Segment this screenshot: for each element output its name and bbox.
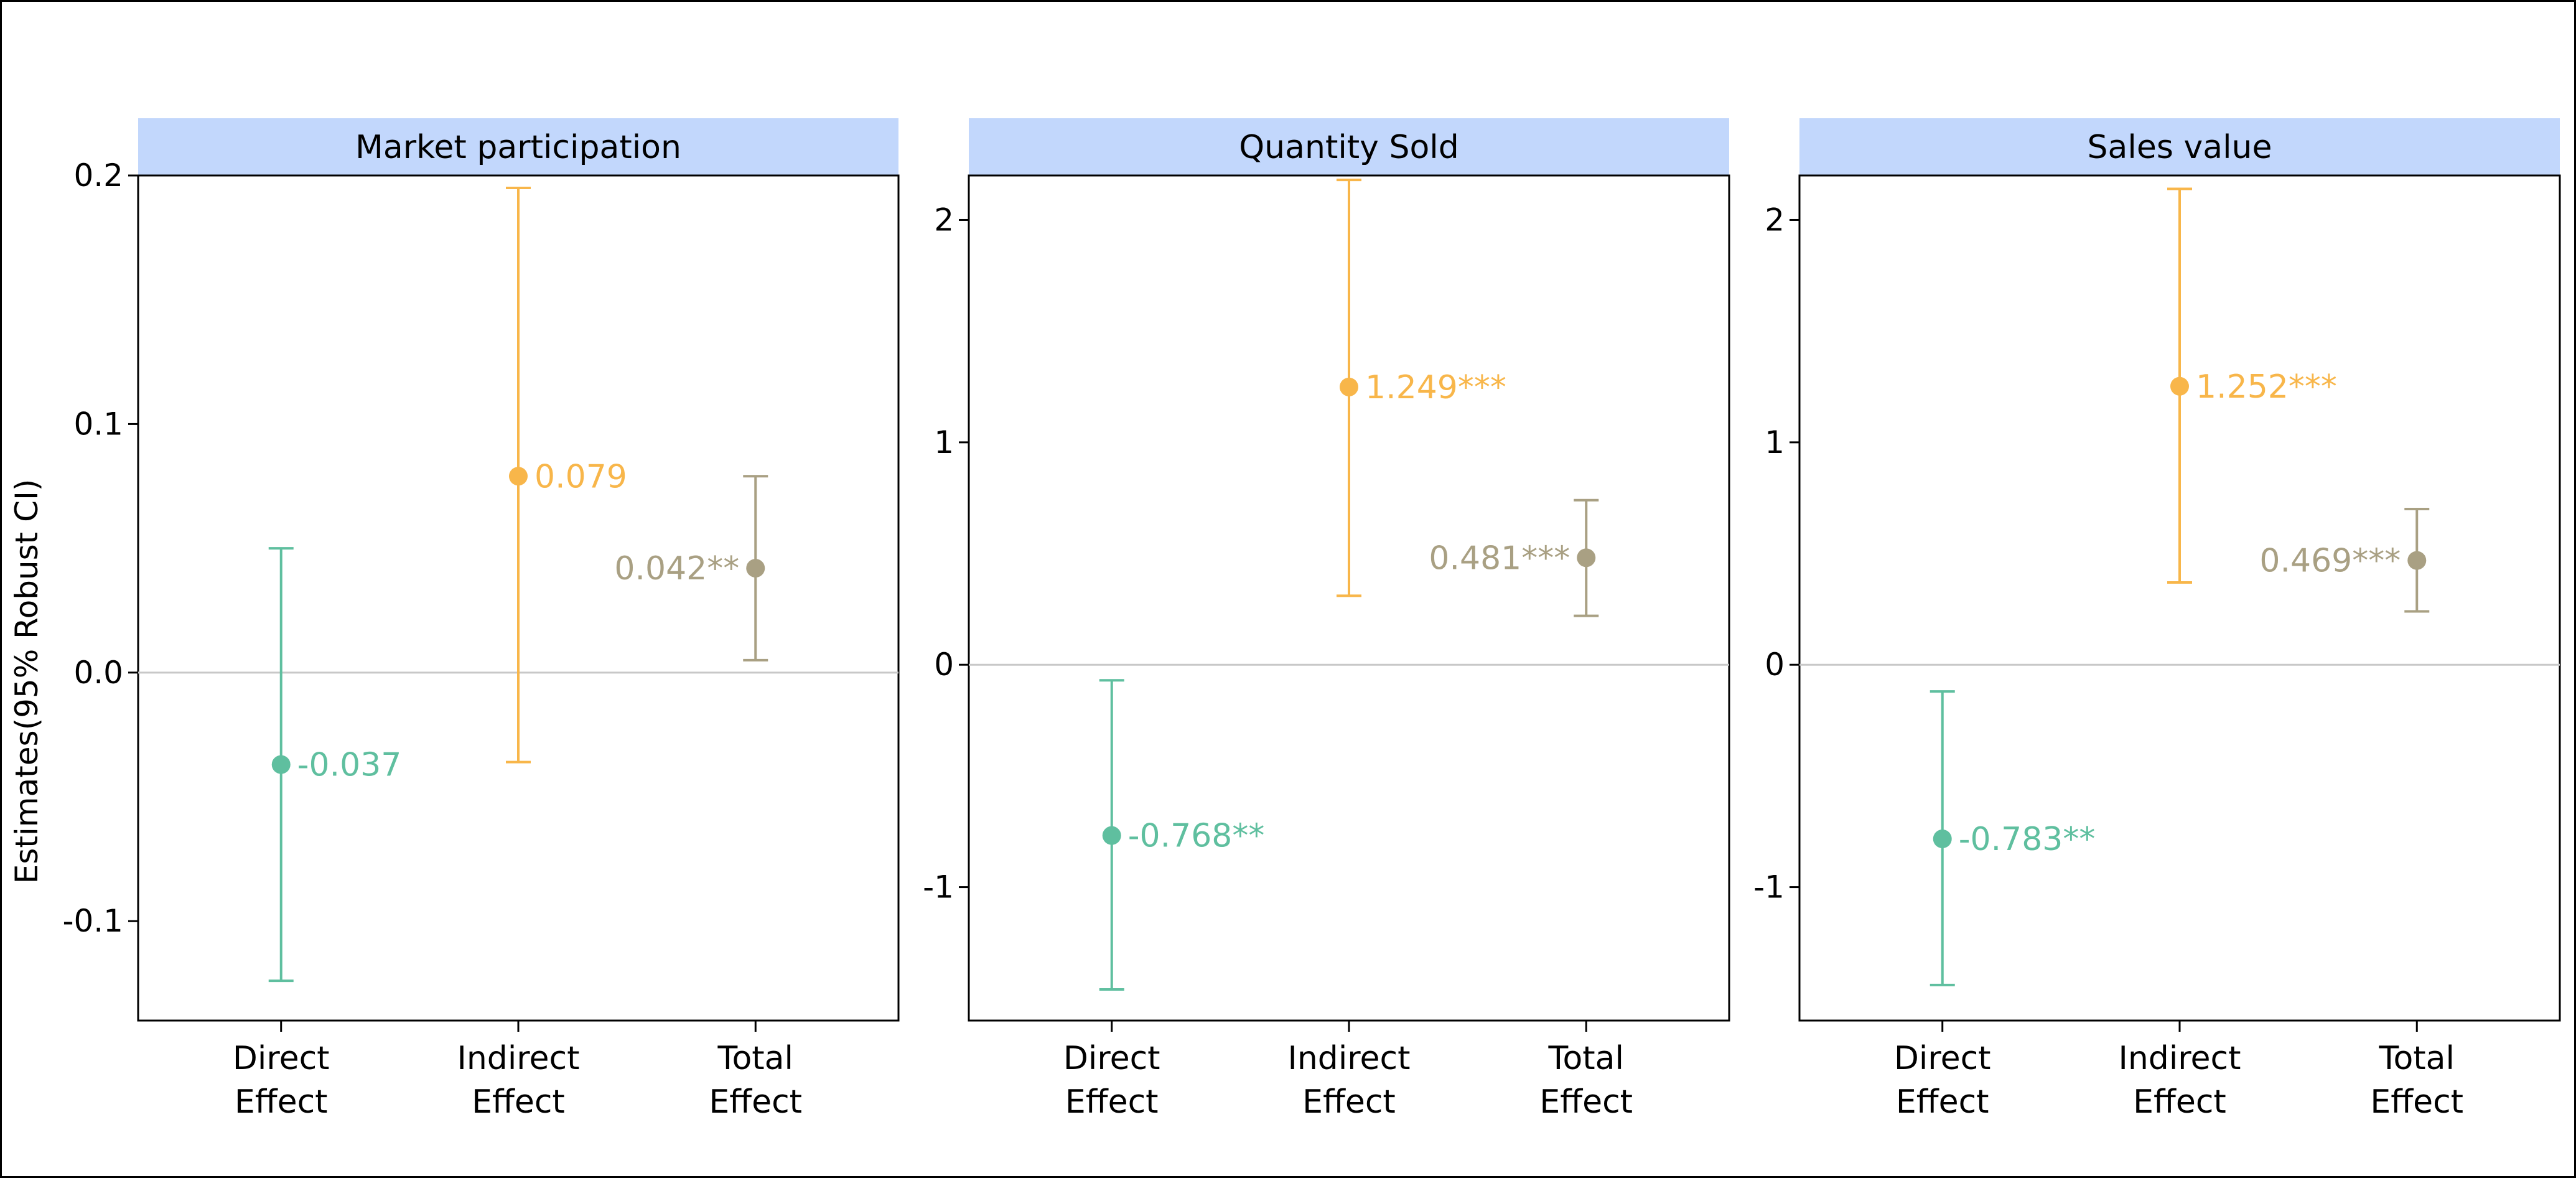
x-tick-label: Effect (1065, 1083, 1159, 1121)
y-tick-label: -1 (1753, 869, 1785, 905)
y-tick-label: 0 (934, 647, 954, 683)
y-tick-label: -0.1 (62, 903, 123, 939)
estimate-label: -0.768** (1128, 818, 1265, 855)
x-tick-label: Total (1548, 1040, 1624, 1077)
estimate-label: 0.481*** (1429, 540, 1570, 577)
x-tick-label: Effect (472, 1083, 565, 1121)
estimate-label: -0.783** (1959, 821, 2096, 858)
panel-title: Sales value (2088, 129, 2272, 166)
x-tick-label: Effect (235, 1083, 328, 1121)
x-tick-label: Indirect (457, 1040, 580, 1077)
x-tick-label: Effect (1539, 1083, 1633, 1121)
y-tick-label: 0.0 (73, 655, 123, 691)
estimate-point (746, 559, 765, 578)
x-tick-label: Indirect (1288, 1040, 1411, 1077)
y-tick-label: 0.1 (73, 406, 123, 442)
estimate-point (2407, 551, 2427, 570)
estimate-point (1102, 826, 1121, 845)
panel-title: Quantity Sold (1239, 129, 1459, 166)
y-tick-label: 0 (1765, 647, 1785, 683)
estimate-point (509, 467, 528, 486)
panel-1: Market participation -0.1 0.0 0.1 0.2 Direct E… (62, 118, 900, 1121)
x-tick-label: Effect (2370, 1083, 2463, 1121)
estimate-point (271, 755, 291, 774)
y-tick-label: 2 (1765, 202, 1785, 238)
x-tick-label: Effect (709, 1083, 802, 1121)
estimate-point (1577, 548, 1596, 568)
x-tick-label: Effect (1896, 1083, 1989, 1121)
estimate-label: 1.249*** (1365, 369, 1506, 406)
panel-strip (969, 118, 1729, 175)
y-tick-label: 1 (934, 424, 954, 460)
panel-strip (138, 118, 898, 175)
estimate-label: 0.079 (534, 458, 627, 495)
x-tick-label: Total (717, 1040, 793, 1077)
estimate-label: -0.037 (297, 747, 402, 784)
panels: Market participation -0.1 0.0 0.1 0.2 Direct E… (62, 118, 2561, 1121)
x-tick-label: Total (2379, 1040, 2455, 1077)
panel-strip (1799, 118, 2560, 175)
x-tick-label: Indirect (2119, 1040, 2241, 1077)
y-tick-label: -1 (923, 869, 954, 905)
x-tick-label: Effect (2133, 1083, 2226, 1121)
y-tick-label: 2 (934, 202, 954, 238)
panel-3: Sales value -1 0 1 2 Direct Effect Indirect Effe… (1753, 118, 2561, 1121)
estimate-label: 0.469*** (2259, 543, 2401, 580)
estimate-point (1340, 377, 1358, 396)
x-tick-label: Direct (1894, 1040, 1991, 1077)
panel-title: Market participation (355, 129, 681, 166)
panel-2: Quantity Sold -1 0 1 2 Direct Effect Indirect Ef… (923, 118, 1730, 1121)
y-tick-label: 0.2 (73, 157, 123, 194)
estimate-label: 0.042** (614, 550, 739, 587)
y-axis-title: Estimates(95% Robust CI) (9, 479, 45, 884)
estimate-point (2170, 376, 2189, 396)
x-tick-label: Direct (1063, 1040, 1160, 1077)
x-tick-label: Direct (233, 1040, 330, 1077)
y-tick-label: 1 (1765, 424, 1785, 460)
estimate-label: 1.252*** (2196, 368, 2337, 406)
x-tick-label: Effect (1302, 1083, 1396, 1121)
estimate-point (1933, 830, 1952, 849)
